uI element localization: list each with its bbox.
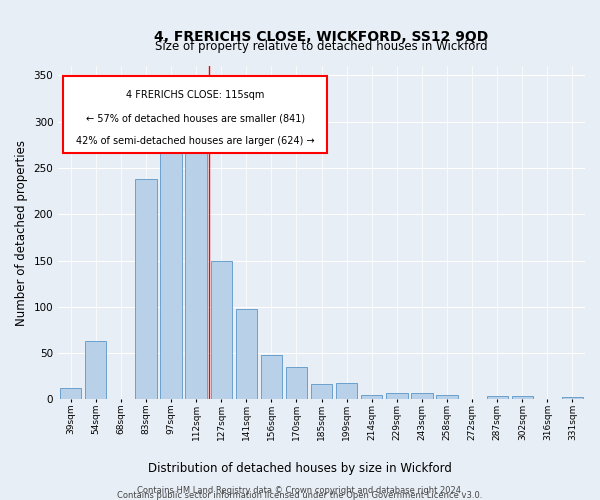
- Bar: [562, 396, 583, 400]
- Title: 4, FRERICHS CLOSE, WICKFORD, SS12 9QD: 4, FRERICHS CLOSE, WICKFORD, SS12 9QD: [154, 30, 489, 44]
- Bar: [211, 260, 232, 400]
- FancyBboxPatch shape: [64, 76, 327, 152]
- Text: 4 FRERICHS CLOSE: 115sqm: 4 FRERICHS CLOSE: 115sqm: [126, 90, 265, 100]
- Bar: [436, 395, 458, 400]
- Bar: [512, 396, 533, 400]
- Bar: [261, 355, 282, 400]
- Bar: [185, 130, 207, 400]
- Bar: [411, 393, 433, 400]
- Text: Distribution of detached houses by size in Wickford: Distribution of detached houses by size …: [148, 462, 452, 475]
- Bar: [160, 143, 182, 400]
- Bar: [85, 341, 106, 400]
- Bar: [286, 367, 307, 400]
- Text: ← 57% of detached houses are smaller (841): ← 57% of detached houses are smaller (84…: [86, 113, 305, 123]
- Bar: [311, 384, 332, 400]
- Bar: [336, 383, 358, 400]
- Text: Contains public sector information licensed under the Open Government Licence v3: Contains public sector information licen…: [118, 491, 482, 500]
- Bar: [386, 393, 407, 400]
- Bar: [487, 396, 508, 400]
- Bar: [136, 179, 157, 400]
- Text: Size of property relative to detached houses in Wickford: Size of property relative to detached ho…: [155, 40, 488, 52]
- Bar: [60, 388, 82, 400]
- Text: 42% of semi-detached houses are larger (624) →: 42% of semi-detached houses are larger (…: [76, 136, 314, 146]
- Bar: [361, 395, 382, 400]
- Y-axis label: Number of detached properties: Number of detached properties: [15, 140, 28, 326]
- Bar: [236, 308, 257, 400]
- Text: Contains HM Land Registry data © Crown copyright and database right 2024.: Contains HM Land Registry data © Crown c…: [137, 486, 463, 495]
